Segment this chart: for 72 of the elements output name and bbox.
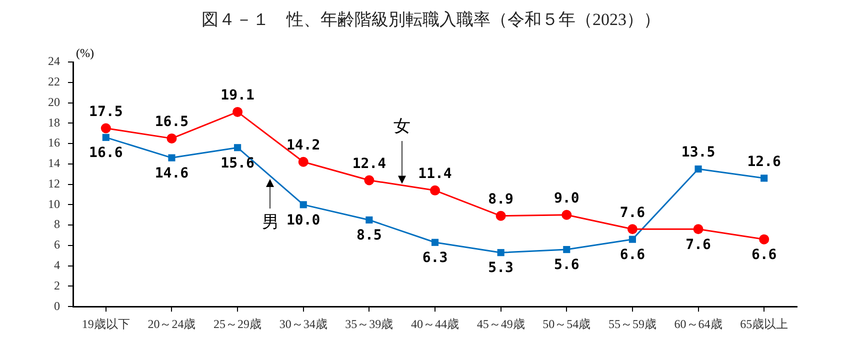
y-tick-label: 6: [54, 238, 60, 252]
data-label: 16.5: [154, 114, 189, 130]
data-label: 14.6: [154, 165, 189, 182]
y-tick-label: 20: [48, 94, 60, 109]
y-tick-label: 18: [48, 115, 60, 130]
text: 女: [394, 116, 411, 136]
point: [693, 224, 704, 234]
point: [102, 134, 110, 141]
x-tick-label: 60～64歳: [674, 316, 722, 331]
data-label: 12.4: [352, 156, 386, 172]
data-label: 13.5: [681, 144, 716, 161]
y-tick-label: 10: [48, 196, 60, 211]
point: [562, 210, 572, 220]
x-tick-label: 35～39歳: [345, 316, 394, 331]
x-tick-label: 25～29歳: [214, 316, 262, 331]
point: [628, 236, 636, 243]
x-tick-label: 55～59歳: [608, 316, 656, 331]
y-tick-label: 24: [48, 54, 60, 68]
data-label: 6.6: [620, 246, 646, 263]
point: [166, 133, 177, 144]
y-tick-label: 2: [54, 278, 60, 292]
data-label: 9.0: [554, 190, 580, 207]
data-label: 17.5: [89, 104, 123, 120]
point: [431, 238, 439, 246]
point: [496, 210, 506, 221]
point: [627, 224, 638, 234]
x-tick-label: 45～49歳: [476, 316, 525, 331]
data-label: 7.6: [620, 204, 646, 221]
y-axis-title: (%): [76, 46, 94, 60]
x-tick-label: 30～34歳: [279, 316, 328, 331]
x-tick-label: 65歳以上: [740, 316, 788, 331]
y-tick-label: 0: [54, 298, 60, 313]
y-tick-label: 22: [48, 74, 60, 89]
point: [364, 175, 374, 186]
y-tick-label: 4: [54, 258, 60, 272]
data-label: 5.3: [488, 260, 514, 276]
point: [168, 154, 176, 162]
point: [100, 123, 111, 134]
data-label: 8.9: [488, 192, 514, 208]
data-label: 12.6: [747, 154, 781, 170]
point: [366, 216, 373, 224]
point: [234, 144, 242, 152]
point: [497, 249, 504, 256]
series-label: 男: [262, 212, 279, 232]
data-label: 15.6: [220, 155, 254, 172]
point: [298, 156, 308, 167]
x-tick-label: 50～54歳: [542, 316, 591, 331]
data-label: 16.6: [89, 145, 123, 162]
point: [694, 165, 702, 173]
point: [563, 246, 570, 254]
chart-title: 図４－１ 性、年齢階級別転職入職率（令和５年（2023））: [200, 9, 662, 31]
point: [232, 106, 243, 117]
data-label: 10.0: [286, 212, 320, 228]
y-tick-label: 12: [48, 176, 60, 190]
data-label: 6.3: [422, 250, 448, 266]
y-tick-label: 14: [48, 156, 60, 170]
point: [300, 201, 307, 208]
x-tick-label: 20～24歳: [148, 316, 196, 331]
point: [760, 174, 768, 182]
point: [430, 185, 440, 196]
data-label: 7.6: [686, 236, 711, 253]
data-label: 11.4: [418, 166, 452, 182]
y-tick-label: 16: [48, 136, 60, 150]
data-label: 6.6: [751, 246, 777, 263]
data-label: 8.5: [356, 228, 382, 244]
x-tick-label: 19歳以下: [82, 316, 130, 331]
y-tick-label: 8: [54, 217, 60, 232]
data-label: 5.6: [554, 257, 580, 274]
x-tick-label: 40～44歳: [411, 316, 459, 331]
data-label: 19.1: [220, 88, 254, 104]
data-label: 14.2: [286, 138, 320, 154]
point: [759, 234, 770, 244]
